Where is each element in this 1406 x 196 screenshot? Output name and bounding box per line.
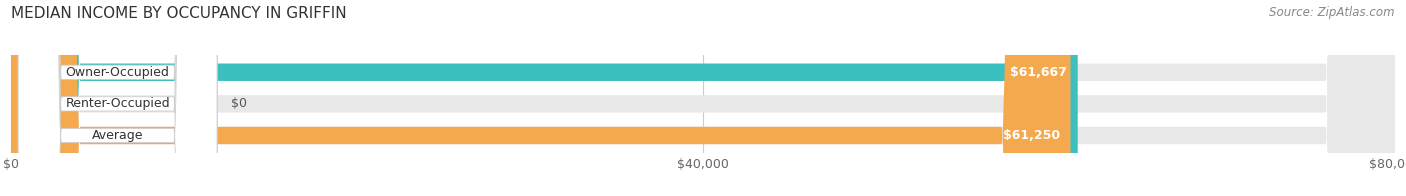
FancyBboxPatch shape	[11, 0, 1078, 196]
Text: Average: Average	[91, 129, 143, 142]
Text: Source: ZipAtlas.com: Source: ZipAtlas.com	[1270, 6, 1395, 19]
Text: Renter-Occupied: Renter-Occupied	[65, 97, 170, 110]
FancyBboxPatch shape	[11, 0, 1395, 196]
FancyBboxPatch shape	[18, 0, 217, 196]
FancyBboxPatch shape	[11, 0, 1395, 196]
FancyBboxPatch shape	[11, 0, 1395, 196]
Text: $0: $0	[231, 97, 247, 110]
Text: MEDIAN INCOME BY OCCUPANCY IN GRIFFIN: MEDIAN INCOME BY OCCUPANCY IN GRIFFIN	[11, 6, 347, 21]
FancyBboxPatch shape	[18, 0, 217, 196]
Text: $61,667: $61,667	[1011, 66, 1067, 79]
FancyBboxPatch shape	[11, 0, 1070, 196]
Text: Owner-Occupied: Owner-Occupied	[66, 66, 170, 79]
Text: $61,250: $61,250	[1002, 129, 1060, 142]
FancyBboxPatch shape	[18, 0, 217, 196]
